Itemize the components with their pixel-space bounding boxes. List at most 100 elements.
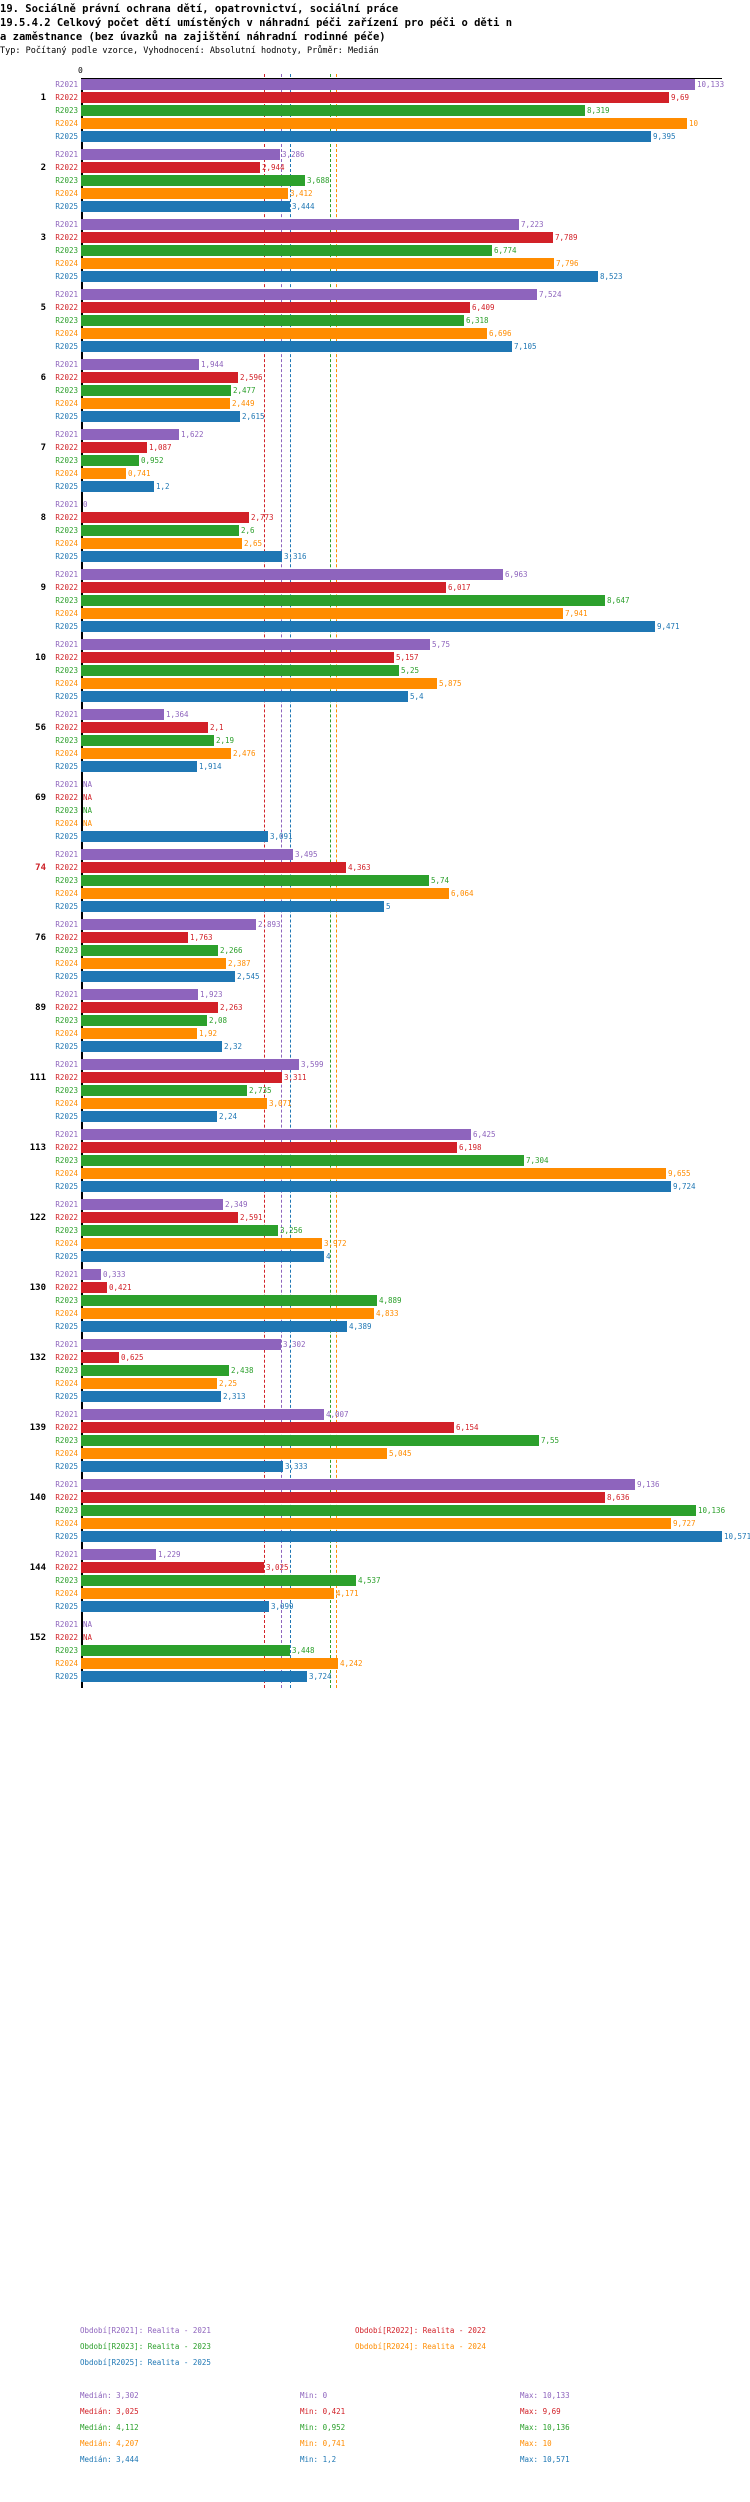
bar[interactable] bbox=[81, 691, 408, 702]
bar[interactable] bbox=[81, 118, 687, 129]
bar[interactable] bbox=[81, 1002, 218, 1013]
bar[interactable] bbox=[81, 971, 235, 982]
bar[interactable] bbox=[81, 271, 598, 282]
bar[interactable] bbox=[81, 1549, 156, 1560]
bar[interactable] bbox=[81, 105, 585, 116]
bar[interactable] bbox=[81, 1435, 539, 1446]
bar[interactable] bbox=[81, 665, 399, 676]
bar[interactable] bbox=[81, 1422, 454, 1433]
bar[interactable] bbox=[81, 639, 430, 650]
bar[interactable] bbox=[81, 1365, 229, 1376]
bar[interactable] bbox=[81, 1671, 307, 1682]
bar[interactable] bbox=[81, 1492, 605, 1503]
bar[interactable] bbox=[81, 888, 449, 899]
bar[interactable] bbox=[81, 201, 290, 212]
bar[interactable] bbox=[81, 1461, 283, 1472]
bar[interactable] bbox=[81, 735, 214, 746]
bar[interactable] bbox=[81, 551, 282, 562]
bar[interactable] bbox=[81, 1479, 635, 1490]
bar[interactable] bbox=[81, 1505, 696, 1516]
bar[interactable] bbox=[81, 1448, 387, 1459]
legend-item[interactable]: Období[R2022]: Realita - 2022 bbox=[355, 2326, 486, 2335]
bar[interactable] bbox=[81, 398, 230, 409]
bar[interactable] bbox=[81, 1391, 221, 1402]
bar[interactable] bbox=[81, 1129, 471, 1140]
bar[interactable] bbox=[81, 875, 429, 886]
bar[interactable] bbox=[81, 652, 394, 663]
bar[interactable] bbox=[81, 385, 231, 396]
bar[interactable] bbox=[81, 582, 446, 593]
bar[interactable] bbox=[81, 1072, 282, 1083]
bar[interactable] bbox=[81, 79, 695, 90]
bar[interactable] bbox=[81, 1409, 324, 1420]
bar[interactable] bbox=[81, 1155, 524, 1166]
bar[interactable] bbox=[81, 525, 239, 536]
bar[interactable] bbox=[81, 608, 563, 619]
bar[interactable] bbox=[81, 455, 139, 466]
bar[interactable] bbox=[81, 1282, 107, 1293]
bar[interactable] bbox=[81, 621, 655, 632]
bar[interactable] bbox=[81, 831, 268, 842]
bar[interactable] bbox=[81, 1225, 278, 1236]
bar[interactable] bbox=[81, 149, 280, 160]
bar[interactable] bbox=[81, 131, 651, 142]
bar[interactable] bbox=[81, 1199, 223, 1210]
bar[interactable] bbox=[81, 1308, 374, 1319]
bar[interactable] bbox=[81, 901, 384, 912]
bar[interactable] bbox=[81, 1111, 217, 1122]
bar[interactable] bbox=[81, 945, 218, 956]
bar[interactable] bbox=[81, 761, 197, 772]
bar[interactable] bbox=[81, 678, 437, 689]
bar[interactable] bbox=[81, 709, 164, 720]
bar[interactable] bbox=[81, 188, 288, 199]
bar[interactable] bbox=[81, 1562, 264, 1573]
bar[interactable] bbox=[81, 1028, 197, 1039]
bar[interactable] bbox=[81, 232, 553, 243]
bar[interactable] bbox=[81, 862, 346, 873]
bar[interactable] bbox=[81, 359, 199, 370]
bar[interactable] bbox=[81, 512, 249, 523]
bar[interactable] bbox=[81, 1059, 299, 1070]
bar[interactable] bbox=[81, 932, 188, 943]
legend-item[interactable]: Období[R2023]: Realita - 2023 bbox=[80, 2342, 211, 2351]
bar[interactable] bbox=[81, 429, 179, 440]
bar[interactable] bbox=[81, 245, 492, 256]
bar[interactable] bbox=[81, 569, 503, 580]
bar[interactable] bbox=[81, 958, 226, 969]
bar[interactable] bbox=[81, 315, 464, 326]
bar[interactable] bbox=[81, 372, 238, 383]
bar[interactable] bbox=[81, 722, 208, 733]
bar[interactable] bbox=[81, 1098, 267, 1109]
bar[interactable] bbox=[81, 481, 154, 492]
bar[interactable] bbox=[81, 1518, 671, 1529]
legend-item[interactable]: Období[R2024]: Realita - 2024 bbox=[355, 2342, 486, 2351]
bar[interactable] bbox=[81, 748, 231, 759]
bar[interactable] bbox=[81, 1378, 217, 1389]
bar[interactable] bbox=[81, 595, 605, 606]
bar[interactable] bbox=[81, 1085, 247, 1096]
bar[interactable] bbox=[81, 1168, 666, 1179]
bar[interactable] bbox=[81, 1575, 356, 1586]
bar[interactable] bbox=[81, 1251, 324, 1262]
bar[interactable] bbox=[81, 468, 126, 479]
bar[interactable] bbox=[81, 1181, 671, 1192]
bar[interactable] bbox=[81, 442, 147, 453]
bar[interactable] bbox=[81, 919, 256, 930]
legend-item[interactable]: Období[R2025]: Realita - 2025 bbox=[80, 2358, 211, 2367]
bar[interactable] bbox=[81, 162, 260, 173]
bar[interactable] bbox=[81, 989, 198, 1000]
bar[interactable] bbox=[81, 219, 519, 230]
bar[interactable] bbox=[81, 341, 512, 352]
bar[interactable] bbox=[81, 1601, 269, 1612]
bar[interactable] bbox=[81, 1352, 119, 1363]
bar[interactable] bbox=[81, 1269, 101, 1280]
bar[interactable] bbox=[81, 1531, 722, 1542]
bar[interactable] bbox=[81, 1238, 322, 1249]
bar[interactable] bbox=[81, 1339, 281, 1350]
bar[interactable] bbox=[81, 1645, 290, 1656]
bar[interactable] bbox=[81, 1212, 238, 1223]
bar[interactable] bbox=[81, 258, 554, 269]
bar[interactable] bbox=[81, 538, 242, 549]
bar[interactable] bbox=[81, 1015, 207, 1026]
bar[interactable] bbox=[81, 1658, 338, 1669]
